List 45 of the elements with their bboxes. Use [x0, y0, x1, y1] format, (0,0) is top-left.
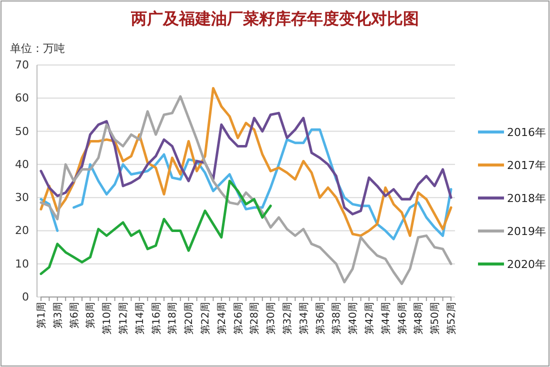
y-tick-label: 50 [15, 124, 29, 138]
x-tick-label: 第10周 [101, 302, 114, 335]
x-tick-label: 第14周 [134, 302, 146, 335]
y-tick-label: 20 [15, 224, 29, 238]
x-tick-label: 第30周 [265, 302, 278, 335]
x-tick-label: 第28周 [248, 302, 261, 335]
legend-label: 2018年 [507, 192, 546, 205]
line-series [40, 112, 452, 216]
x-tick-label: 第20周 [183, 302, 196, 335]
y-tick-label: 30 [15, 191, 29, 204]
x-tick-label: 第16周 [150, 302, 162, 335]
x-tick-label: 第26周 [232, 302, 244, 335]
x-tick-label: 第3周 [52, 302, 64, 328]
x-tick-label: 第42周 [364, 302, 376, 335]
x-tick-label: 第22周 [200, 302, 212, 335]
y-tick-label: 70 [15, 58, 29, 72]
x-tick-label: 第40周 [347, 302, 360, 335]
x-tick-label: 第48周 [412, 302, 425, 335]
x-tick-label: 第24周 [216, 302, 228, 335]
line-series [40, 86, 452, 237]
y-tick-label: 10 [15, 257, 29, 270]
x-tick-label: 第38周 [330, 302, 343, 335]
x-tick-label: 第8周 [84, 302, 97, 328]
y-axis-title: 单位：万吨 [10, 42, 65, 55]
x-tick-label: 第36周 [314, 302, 326, 335]
x-tick-label: 第50周 [429, 302, 442, 335]
x-tick-label: 第52周 [446, 302, 458, 335]
line-series [40, 180, 272, 276]
legend-label: 2019年 [507, 225, 546, 238]
x-tick-label: 第18周 [166, 302, 179, 335]
x-tick-label: 第44周 [380, 302, 392, 335]
legend-label: 2016年 [507, 126, 546, 139]
chart-title: 两广及福建油厂菜籽库存年度变化对比图 [130, 9, 419, 28]
x-tick-label: 第6周 [68, 302, 80, 328]
y-tick-label: 40 [15, 158, 29, 171]
legend-label: 2020年 [507, 258, 546, 271]
x-tick-label: 第32周 [282, 302, 294, 335]
x-tick-label: 第46周 [396, 302, 408, 335]
x-tick-label: 第1周 [36, 302, 48, 328]
y-tick-label: 60 [15, 92, 29, 105]
legend-label: 2017年 [507, 159, 546, 172]
x-tick-label: 第12周 [118, 302, 130, 335]
line-series [40, 95, 452, 285]
y-tick-label: 0 [22, 290, 29, 304]
x-tick-label: 第34周 [298, 302, 310, 335]
